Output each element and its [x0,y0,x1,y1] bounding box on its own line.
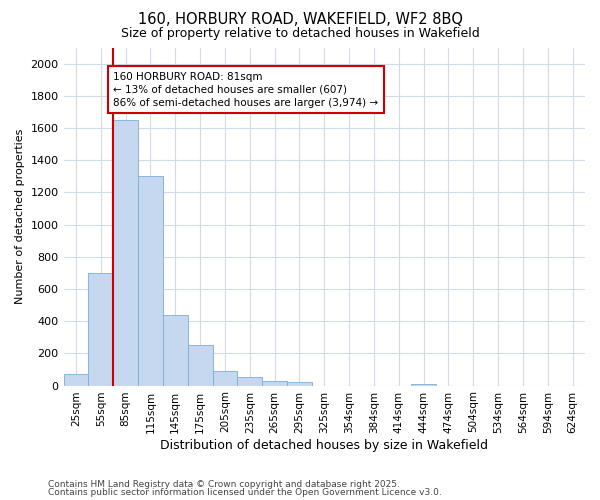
Text: 160, HORBURY ROAD, WAKEFIELD, WF2 8BQ: 160, HORBURY ROAD, WAKEFIELD, WF2 8BQ [137,12,463,28]
Bar [138,176,163,386]
Bar [212,371,238,386]
Bar [287,382,312,386]
Bar [163,314,188,386]
Bar [188,344,212,386]
Text: Size of property relative to detached houses in Wakefield: Size of property relative to detached ho… [121,28,479,40]
Bar [88,273,113,386]
Text: 160 HORBURY ROAD: 81sqm
← 13% of detached houses are smaller (607)
86% of semi-d: 160 HORBURY ROAD: 81sqm ← 13% of detache… [113,72,379,108]
Bar [238,376,262,386]
Bar [262,380,287,386]
Y-axis label: Number of detached properties: Number of detached properties [15,129,25,304]
X-axis label: Distribution of detached houses by size in Wakefield: Distribution of detached houses by size … [160,440,488,452]
Bar [113,120,138,386]
Bar [411,384,436,386]
Text: Contains HM Land Registry data © Crown copyright and database right 2025.: Contains HM Land Registry data © Crown c… [48,480,400,489]
Text: Contains public sector information licensed under the Open Government Licence v3: Contains public sector information licen… [48,488,442,497]
Bar [64,374,88,386]
